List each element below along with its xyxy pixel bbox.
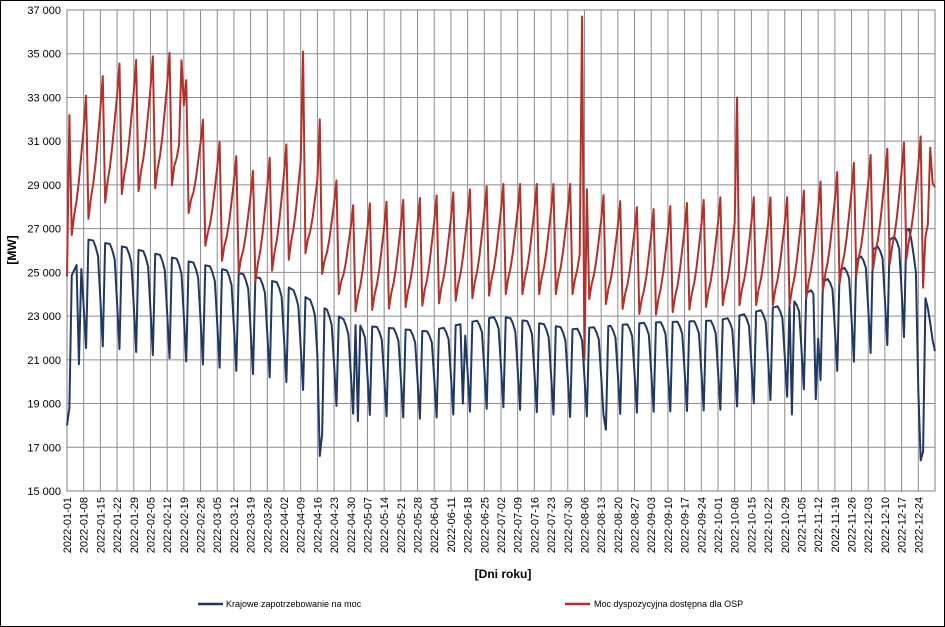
x-tick-label: 2022-05-21 — [396, 497, 408, 553]
y-tick-label: 19 000 — [27, 399, 61, 411]
y-tick-label: 29 000 — [27, 180, 61, 192]
x-tick-label: 2022-02-12 — [162, 497, 174, 553]
x-tick-label: 2022-01-01 — [62, 497, 74, 553]
series-line-available — [66, 15, 936, 361]
x-tick-label: 2022-08-13 — [596, 497, 608, 553]
x-tick-label: 2022-11-19 — [830, 497, 842, 552]
legend-label-demand: Krajowe zapotrzebowanie na moc — [226, 599, 362, 609]
x-tick-label: 2022-06-11 — [446, 497, 458, 552]
y-tick-label: 25 000 — [27, 267, 61, 279]
x-tick-label: 2022-06-25 — [479, 497, 491, 553]
x-tick-label: 2022-11-05 — [796, 497, 808, 552]
x-tick-label: 2022-09-03 — [646, 497, 658, 553]
x-tick-label: 2022-02-26 — [196, 497, 208, 553]
x-tick-label: 2022-12-10 — [880, 497, 892, 553]
x-tick-label: 2022-03-26 — [262, 497, 274, 553]
x-tick-label: 2022-11-12 — [813, 497, 825, 552]
y-tick-label: 37 000 — [27, 5, 61, 17]
x-tick-label: 2022-10-22 — [763, 497, 775, 553]
x-tick-label: 2022-01-08 — [79, 497, 91, 553]
x-tick-label: 2022-03-19 — [246, 497, 258, 553]
legend: Krajowe zapotrzebowanie na moc Moc dyspo… — [198, 599, 743, 609]
x-tick-label: 2022-10-29 — [780, 497, 792, 553]
y-tick-label: 35 000 — [27, 49, 61, 61]
x-tick-label: 2022-12-17 — [897, 497, 909, 553]
x-tick-label: 2022-07-16 — [529, 497, 541, 553]
x-axis-tick-labels: 2022-01-01 2022-01-08 2022-01-15 2022-01-22… — [62, 497, 925, 553]
y-axis-tick-labels: 15 000 17 000 19 000 21 000 23 000 25 000 27 0… — [27, 5, 61, 498]
x-tick-label: 2022-06-04 — [429, 497, 441, 553]
x-tick-label: 2022-04-16 — [312, 497, 324, 553]
y-tick-label: 31 000 — [27, 136, 61, 148]
y-tick-label: 15 000 — [27, 486, 61, 498]
x-tick-label: 2022-02-19 — [179, 497, 191, 553]
x-tick-label: 2022-06-18 — [463, 497, 475, 553]
x-tick-label: 2022-04-30 — [346, 497, 358, 553]
x-tick-label: 2022-05-14 — [379, 497, 391, 553]
x-tick-label: 2022-02-05 — [145, 497, 157, 553]
y-tick-label: 21 000 — [27, 355, 61, 367]
x-tick-label: 2022-12-03 — [863, 497, 875, 553]
x-tick-label: 2022-05-07 — [362, 497, 374, 553]
y-axis-title: [MW] — [5, 235, 19, 264]
y-tick-label: 33 000 — [27, 92, 61, 104]
x-tick-label: 2022-09-17 — [680, 497, 692, 553]
y-tick-label: 17 000 — [27, 442, 61, 454]
x-tick-label: 2022-01-29 — [129, 497, 141, 553]
x-tick-label: 2022-09-24 — [696, 497, 708, 553]
y-tick-label: 27 000 — [27, 224, 61, 236]
x-tick-label: 2022-04-23 — [329, 497, 341, 553]
y-tick-label: 23 000 — [27, 311, 61, 323]
x-tick-label: 2022-10-01 — [713, 497, 725, 553]
x-tick-label: 2022-09-10 — [663, 497, 675, 553]
x-tick-label: 2022-11-26 — [847, 497, 859, 552]
x-tick-label: 2022-08-06 — [579, 497, 591, 553]
x-axis-title: [Dni roku] — [475, 567, 532, 581]
legend-label-available: Moc dyspozycyjna dostępna dla OSP — [594, 599, 743, 609]
x-tick-label: 2022-01-15 — [95, 497, 107, 553]
x-tick-label: 2022-04-09 — [296, 497, 308, 553]
x-tick-label: 2022-10-15 — [746, 497, 758, 553]
x-tick-label: 2022-03-05 — [212, 497, 224, 553]
series-line-demand — [66, 227, 936, 462]
series-lines — [66, 15, 936, 462]
x-tick-label: 2022-08-20 — [613, 497, 625, 553]
x-tick-label: 2022-07-30 — [563, 497, 575, 553]
x-tick-label: 2022-07-02 — [496, 497, 508, 553]
x-tick-label: 2022-04-02 — [279, 497, 291, 553]
x-tick-label: 2022-10-08 — [730, 497, 742, 553]
x-tick-label: 2022-07-09 — [513, 497, 525, 553]
x-tick-label: 2022-08-27 — [630, 497, 642, 553]
x-tick-label: 2022-07-23 — [546, 497, 558, 553]
x-tick-label: 2022-01-22 — [112, 497, 124, 553]
x-tick-label: 2022-12-24 — [913, 497, 925, 553]
x-tick-label: 2022-03-12 — [229, 497, 241, 553]
x-tick-label: 2022-05-28 — [413, 497, 425, 553]
